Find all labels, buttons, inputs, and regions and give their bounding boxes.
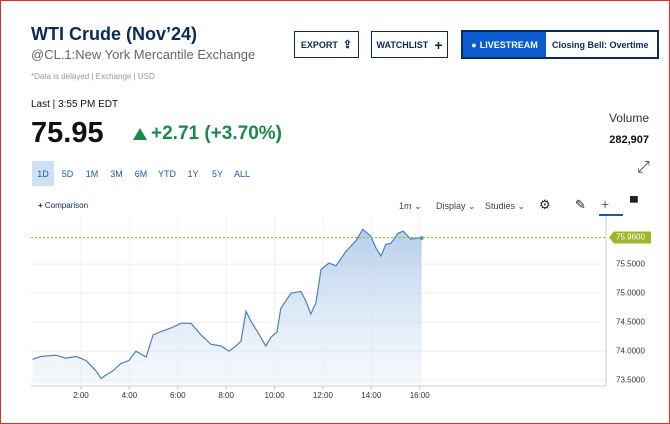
interval-menu[interactable]: 1m ⌄ [399, 201, 422, 211]
comment-icon[interactable]: ▀ [630, 197, 638, 209]
x-tick-label: 12:00 [313, 391, 334, 400]
symbol: @CL.1:New York Mercantile Exchange [31, 47, 256, 62]
y-tick-label: 75.5000 [616, 259, 645, 268]
crosshair-icon[interactable]: + [601, 196, 610, 212]
live-badge: ● LIVESTREAM [463, 32, 546, 57]
range-button[interactable]: 6M [134, 168, 148, 179]
range-button[interactable]: 1M [85, 168, 99, 179]
label: 1m [399, 201, 412, 211]
icon: + [434, 36, 443, 53]
title: WTI Crude (Nov’24) [31, 24, 198, 44]
label: Display [436, 201, 466, 211]
watchlist-button[interactable]: WATCHLIST + [371, 31, 448, 58]
price-tag-label: 75.9600 [616, 233, 645, 242]
x-tick-label: 2:00 [73, 391, 89, 400]
comparison-button[interactable]: + Comparison [38, 201, 89, 210]
button-label: WATCHLIST [376, 39, 429, 50]
expand-icon[interactable]: ⤢ [637, 159, 650, 176]
studies-menu[interactable]: Studies ⌄ [485, 201, 526, 211]
draw-icon[interactable]: ✎ [575, 197, 586, 212]
data-note: *Data is delayed | Exchange | USD [31, 72, 155, 81]
x-tick-label: 16:00 [410, 391, 431, 400]
button-label: Closing Bell: Overtime [552, 39, 649, 50]
price-tag [609, 231, 651, 244]
x-tick-label: 4:00 [122, 391, 138, 400]
label: Comparison [44, 201, 89, 210]
range-button[interactable]: 3M [110, 168, 123, 179]
price: 75.95 [31, 117, 104, 149]
area [32, 229, 422, 386]
range-button[interactable]: ALL [233, 168, 250, 179]
range-button[interactable]: YTD [158, 168, 176, 179]
x-tick-label: 14:00 [361, 391, 382, 400]
y-tick-label: 75.0000 [616, 288, 645, 297]
x-tick-label: 8:00 [218, 391, 234, 400]
settings-icon[interactable]: ⚙ [539, 197, 551, 212]
range-button[interactable]: 1D [32, 161, 54, 186]
y-tick-label: 74.0000 [616, 346, 645, 355]
x-tick-label: 6:00 [170, 391, 186, 400]
livestream-button[interactable]: ● LIVESTREAM Closing Bell: Overtime [461, 30, 659, 59]
range-button[interactable]: 1Y [187, 168, 199, 179]
line [32, 228, 422, 380]
active-underline [599, 214, 623, 216]
y-tick-label: 73.5000 [616, 375, 645, 384]
range-button[interactable]: 5D [61, 168, 74, 179]
export-button[interactable]: EXPORT ⇪ [294, 31, 359, 58]
button-label: EXPORT [300, 39, 338, 50]
display-menu[interactable]: Display ⌄ [436, 201, 476, 211]
last-point [419, 236, 424, 241]
volume-label: Volume [608, 111, 649, 125]
range-button[interactable]: 5Y [211, 168, 223, 179]
up-arrow [133, 128, 147, 140]
change: +2.71 (+3.70%) [151, 123, 282, 144]
x-tick-label: 10:00 [265, 391, 286, 400]
y-tick-label: 74.5000 [616, 317, 645, 326]
button-label: LIVESTREAM [479, 39, 538, 50]
label: Studies [485, 201, 516, 211]
last-time: Last | 3:55 PM EDT [31, 99, 119, 110]
volume: 282,907 [609, 134, 649, 146]
icon: ⇪ [342, 39, 353, 51]
